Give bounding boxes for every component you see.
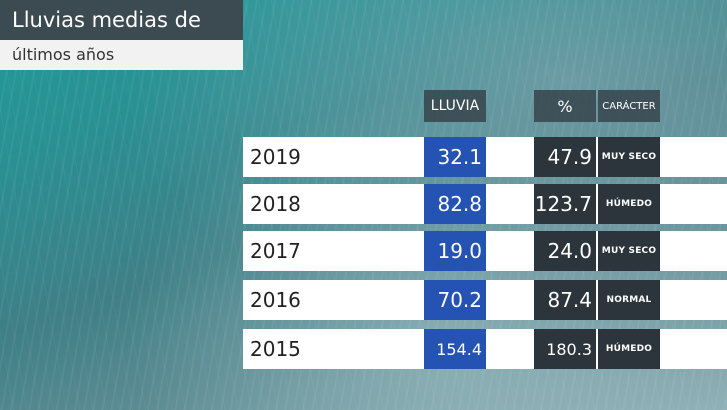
chart-subtitle: últimos años (0, 40, 243, 70)
row-percent-value: 123.7 (534, 184, 596, 224)
row-year: 2017 (250, 239, 301, 263)
row-caracter-label: HÚMEDO (598, 329, 660, 369)
column-header-percent: % (534, 90, 596, 122)
row-percent-value: 47.9 (534, 137, 596, 177)
row-lluvia-value: 154.4 (424, 329, 486, 369)
table-row: 2018 82.8 123.7 HÚMEDO (243, 184, 727, 224)
table-row: 2017 19.0 24.0 MUY SECO (243, 231, 727, 271)
row-lluvia-value: 19.0 (424, 231, 486, 271)
row-percent-value: 87.4 (534, 280, 596, 320)
row-caracter-label: NORMAL (598, 280, 660, 320)
row-lluvia-value: 32.1 (424, 137, 486, 177)
chart-title: Lluvias medias de octubre (0, 0, 243, 72)
table-row: 2019 32.1 47.9 MUY SECO (243, 137, 727, 177)
row-lluvia-value: 70.2 (424, 280, 486, 320)
row-year: 2015 (250, 337, 301, 361)
row-year: 2019 (250, 145, 301, 169)
column-header-lluvia: LLUVIA (424, 90, 486, 122)
row-caracter-label: MUY SECO (598, 231, 660, 271)
row-percent-value: 180.3 (534, 329, 596, 369)
row-year: 2018 (250, 192, 301, 216)
row-year: 2016 (250, 288, 301, 312)
column-header-caracter: CARÁCTER (598, 90, 660, 122)
table-row: 2015 154.4 180.3 HÚMEDO (243, 329, 727, 369)
row-caracter-label: MUY SECO (598, 137, 660, 177)
row-lluvia-value: 82.8 (424, 184, 486, 224)
row-percent-value: 24.0 (534, 231, 596, 271)
table-row: 2016 70.2 87.4 NORMAL (243, 280, 727, 320)
row-caracter-label: HÚMEDO (598, 184, 660, 224)
